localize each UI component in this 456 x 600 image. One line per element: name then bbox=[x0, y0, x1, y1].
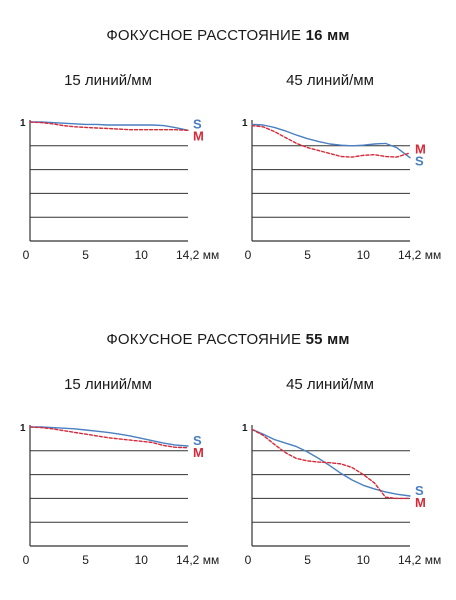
legend-label-m: M bbox=[415, 141, 426, 156]
section-title-focal: 16 мм bbox=[305, 27, 350, 44]
series-line-m bbox=[29, 121, 189, 132]
panel-title-16mm-15lpmm: 15 линий/мм bbox=[64, 72, 152, 89]
legend-label-s: S bbox=[193, 116, 202, 131]
section-title-prefix: ФОКУСНОЕ РАССТОЯНИЕ bbox=[106, 27, 302, 44]
panel-title-55mm-45lpmm: 45 линий/мм bbox=[286, 376, 374, 393]
legend-label-s: S bbox=[193, 433, 202, 448]
x-tick-label: 5 bbox=[304, 553, 311, 567]
section-title-prefix: ФОКУСНОЕ РАССТОЯНИЕ bbox=[106, 331, 302, 348]
legend-label-m: M bbox=[415, 495, 426, 510]
x-tick-label: 10 bbox=[135, 248, 149, 262]
x-tick-label: 5 bbox=[82, 553, 89, 567]
x-tick-label: 0 bbox=[23, 248, 30, 262]
section-title-16mm: ФОКУСНОЕ РАССТОЯНИЕ 16 мм bbox=[0, 27, 456, 44]
x-tick-label: 0 bbox=[245, 553, 252, 567]
y-tick-label: 1 bbox=[242, 118, 248, 129]
legend-label-m: M bbox=[193, 445, 204, 460]
x-tick-label: 0 bbox=[23, 553, 30, 567]
y-tick-label: 1 bbox=[242, 423, 248, 434]
legend-label-m: M bbox=[193, 128, 204, 143]
x-tick-label: 10 bbox=[357, 553, 371, 567]
series-line-s bbox=[29, 121, 189, 132]
legend-label-s: S bbox=[415, 483, 424, 498]
series-line-m bbox=[251, 124, 411, 158]
x-tick-label: 14,2 мм bbox=[398, 248, 441, 262]
legend-label-s: S bbox=[415, 153, 424, 168]
series-line-s bbox=[251, 123, 411, 159]
series-line-m bbox=[251, 428, 411, 500]
panel-title-16mm-45lpmm: 45 линий/мм bbox=[286, 72, 374, 89]
y-tick-label: 1 bbox=[20, 118, 26, 129]
x-tick-label: 14,2 мм bbox=[176, 248, 219, 262]
panel-title-55mm-15lpmm: 15 линий/мм bbox=[64, 376, 152, 393]
x-tick-label: 5 bbox=[304, 248, 311, 262]
y-tick-label: 1 bbox=[20, 423, 26, 434]
section-title-focal: 55 мм bbox=[305, 331, 350, 348]
section-title-55mm: ФОКУСНОЕ РАССТОЯНИЕ 55 мм bbox=[0, 331, 456, 348]
x-tick-label: 5 bbox=[82, 248, 89, 262]
series-line-s bbox=[29, 426, 189, 447]
x-tick-label: 14,2 мм bbox=[398, 553, 441, 567]
x-tick-label: 0 bbox=[245, 248, 252, 262]
series-line-s bbox=[251, 428, 411, 497]
x-tick-label: 10 bbox=[135, 553, 149, 567]
series-line-m bbox=[29, 426, 189, 449]
x-tick-label: 14,2 мм bbox=[176, 553, 219, 567]
x-tick-label: 10 bbox=[357, 248, 371, 262]
